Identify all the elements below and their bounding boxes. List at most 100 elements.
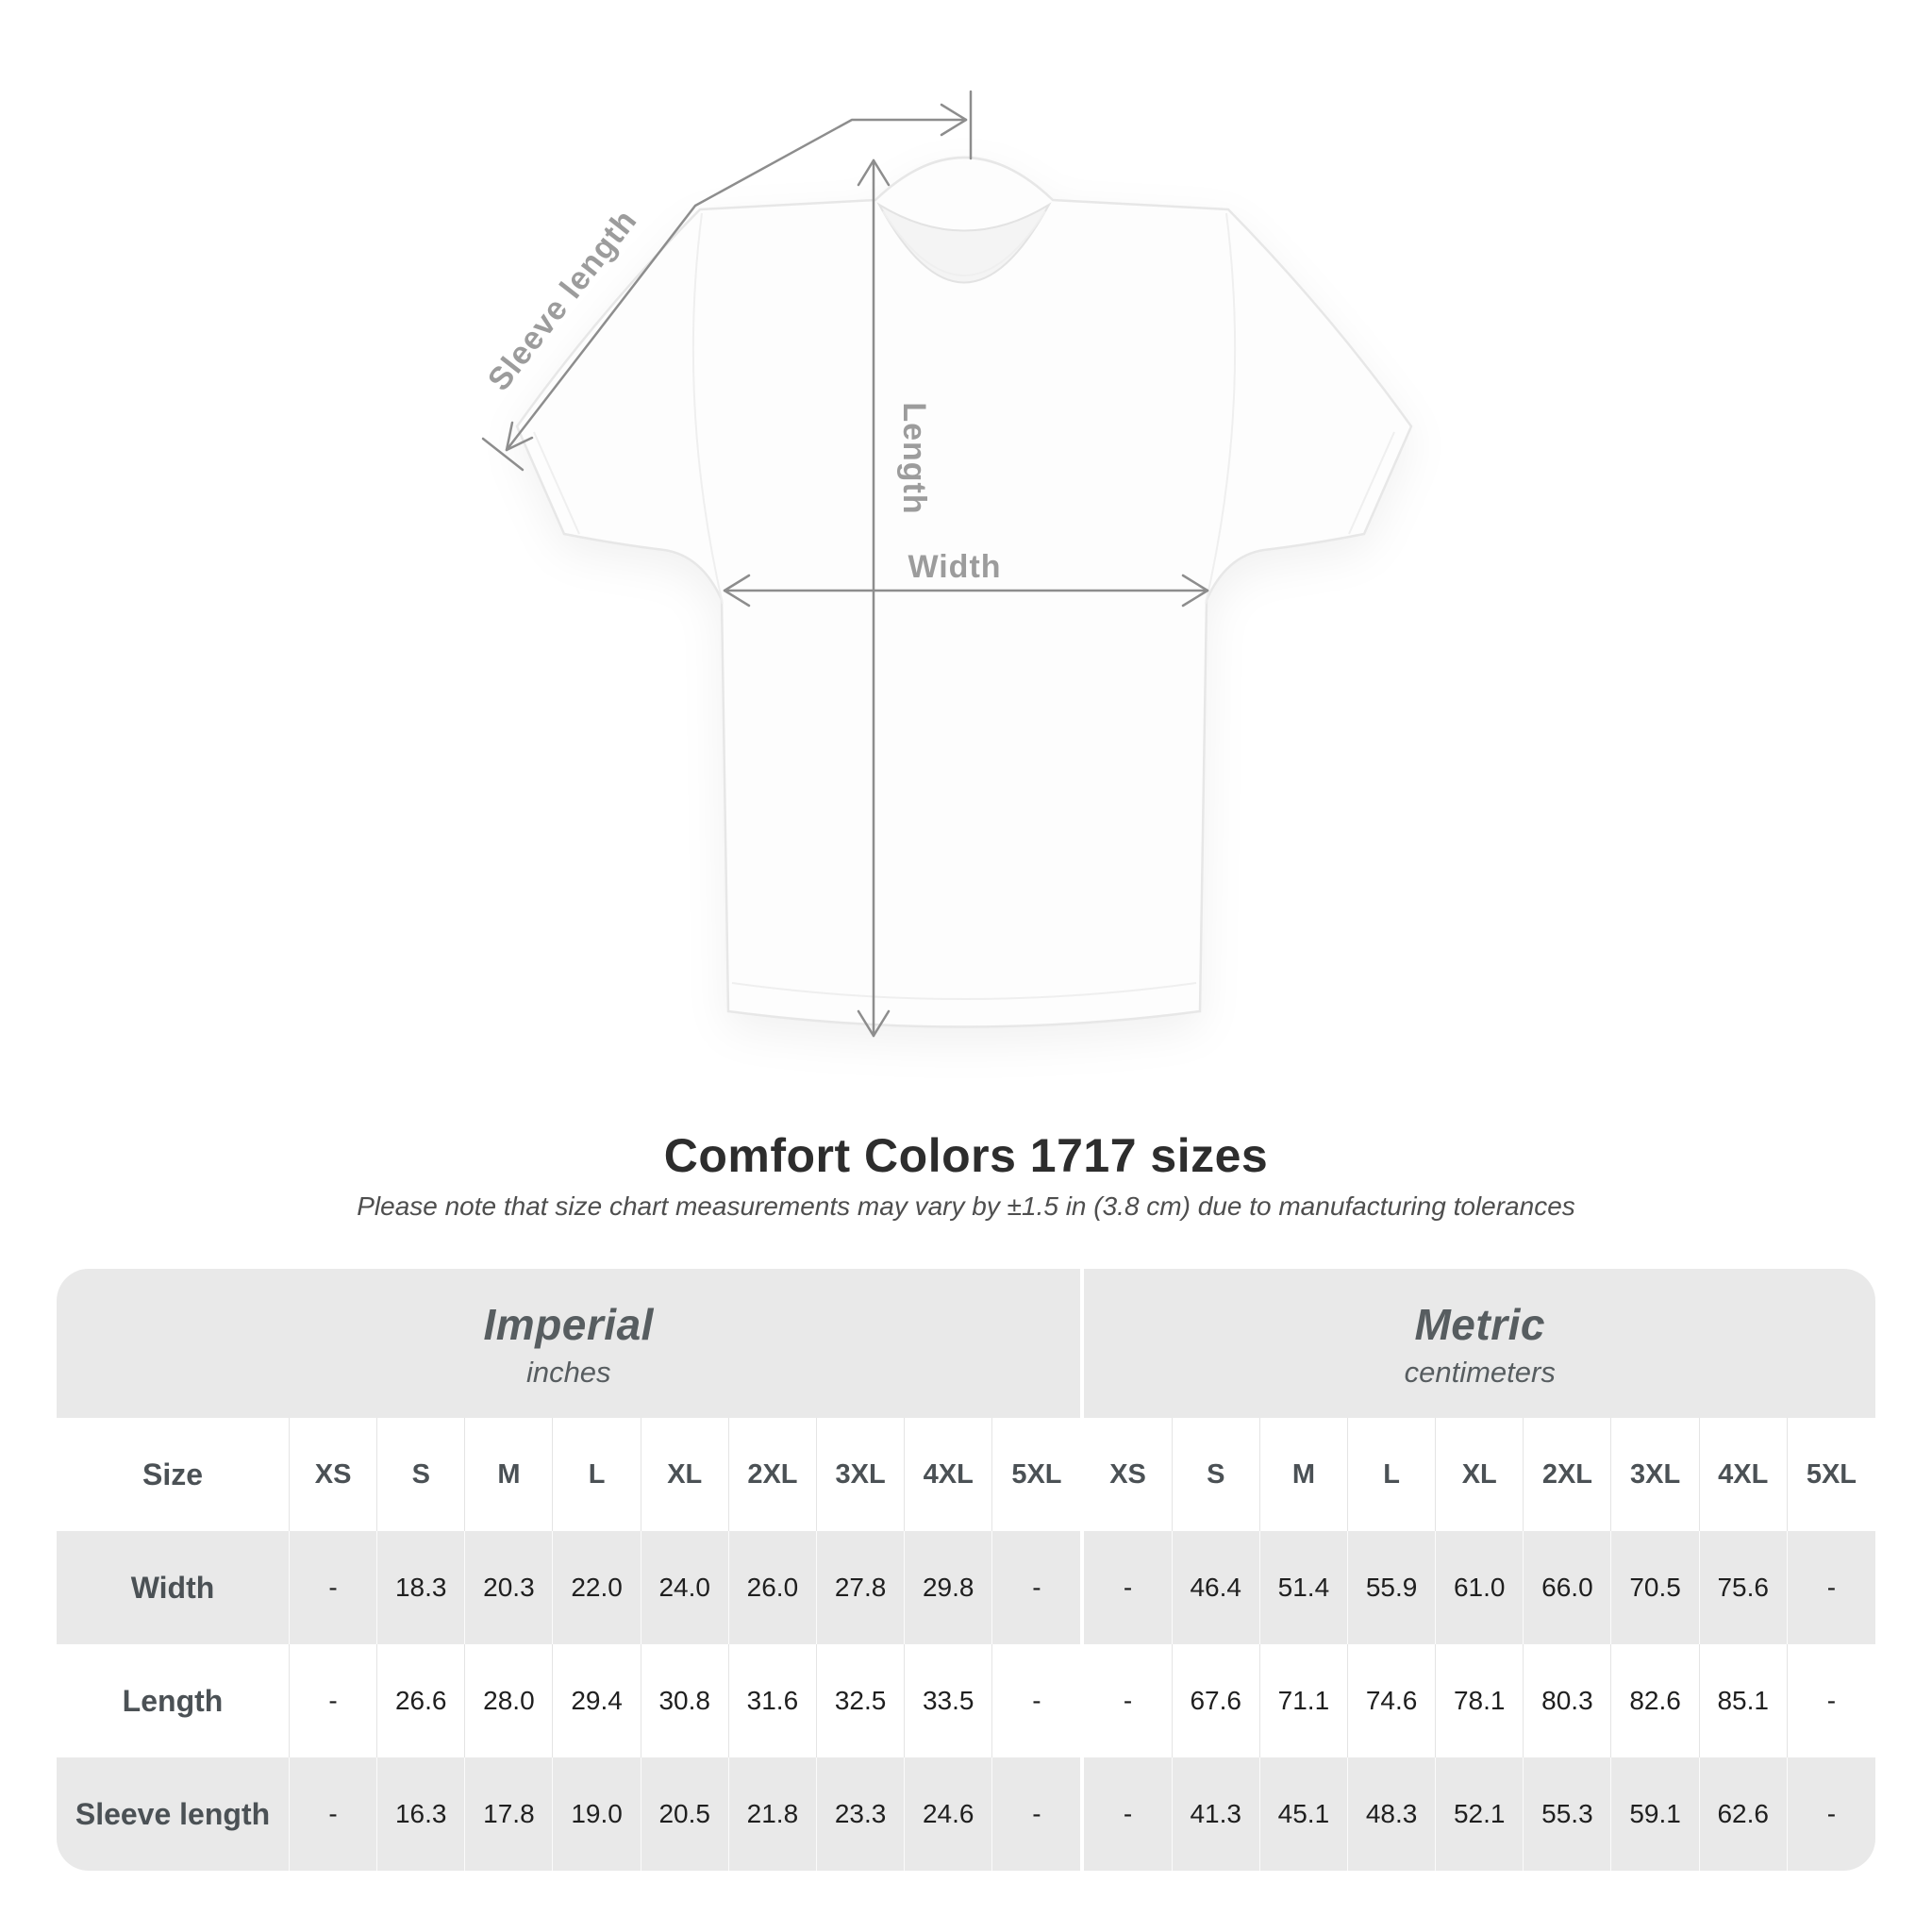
group-name: Imperial	[483, 1300, 654, 1349]
metric-group-header: Metric centimeters	[1084, 1269, 1875, 1418]
collar-stitch	[882, 210, 1046, 276]
value-cell: -	[1787, 1757, 1875, 1871]
value-cell: 29.4	[553, 1644, 641, 1757]
size-column-header: Size	[57, 1418, 290, 1531]
left-cuff-stitch	[533, 431, 580, 535]
value-cell: 16.3	[377, 1757, 466, 1871]
group-name: Metric	[1414, 1300, 1545, 1349]
imperial-group-header: Imperial inches	[57, 1269, 1081, 1418]
row-label: Width	[57, 1531, 290, 1644]
value-cell: 23.3	[816, 1757, 906, 1871]
value-cell: -	[1084, 1644, 1173, 1757]
value-cell: 24.6	[905, 1757, 993, 1871]
size-header-cell: XS	[1084, 1418, 1173, 1531]
value-cell: 30.8	[641, 1644, 729, 1757]
value-cell: 21.8	[728, 1757, 817, 1871]
value-cell: 18.3	[377, 1531, 466, 1644]
value-cell: 17.8	[465, 1757, 554, 1871]
size-header-cell: L	[1347, 1418, 1437, 1531]
value-cell: 33.5	[905, 1644, 993, 1757]
value-cell: -	[290, 1531, 378, 1644]
value-cell: 55.9	[1347, 1531, 1437, 1644]
size-header-cell: XL	[641, 1418, 729, 1531]
group-unit: centimeters	[1404, 1356, 1556, 1389]
value-cell: -	[1084, 1757, 1173, 1871]
size-header-cell: M	[465, 1418, 554, 1531]
tshirt-illustration	[515, 156, 1413, 1028]
value-cell: 67.6	[1172, 1644, 1260, 1757]
right-sleeve-seam	[1205, 212, 1237, 605]
size-header-cell: S	[377, 1418, 466, 1531]
length-label: Length	[896, 402, 932, 514]
length-arrow	[857, 158, 891, 1038]
section-gap	[1080, 1644, 1085, 1757]
value-cell: 61.0	[1436, 1531, 1524, 1644]
size-header-cell: 3XL	[816, 1418, 906, 1531]
value-cell: -	[992, 1757, 1081, 1871]
sleeve-length-arrow	[481, 90, 973, 472]
value-cell: -	[1787, 1644, 1875, 1757]
right-cuff-stitch	[1348, 431, 1395, 535]
size-header-cell: 3XL	[1611, 1418, 1700, 1531]
size-header-cell: 2XL	[1524, 1418, 1612, 1531]
section-gap	[1080, 1531, 1085, 1644]
size-header-cell: 2XL	[728, 1418, 817, 1531]
section-gap	[1080, 1269, 1085, 1418]
value-cell: 48.3	[1347, 1757, 1437, 1871]
width-label: Width	[908, 549, 1001, 585]
value-cell: 29.8	[905, 1531, 993, 1644]
size-header-cell: XS	[290, 1418, 378, 1531]
left-sleeve-seam	[691, 212, 724, 605]
size-header-cell: 5XL	[1787, 1418, 1875, 1531]
width-arrow	[723, 574, 1209, 608]
value-cell: 26.6	[377, 1644, 466, 1757]
value-cell: 22.0	[553, 1531, 641, 1644]
value-cell: -	[992, 1531, 1081, 1644]
value-cell: -	[290, 1644, 378, 1757]
value-cell: 26.0	[728, 1531, 817, 1644]
size-header-cell: 5XL	[992, 1418, 1081, 1531]
value-cell: 78.1	[1436, 1644, 1524, 1757]
value-cell: 74.6	[1347, 1644, 1437, 1757]
size-header-cell: 4XL	[1699, 1418, 1788, 1531]
hem-stitch	[731, 982, 1197, 1000]
value-cell: -	[1084, 1531, 1173, 1644]
value-cell: 32.5	[816, 1644, 906, 1757]
value-cell: 62.6	[1699, 1757, 1788, 1871]
value-cell: 85.1	[1699, 1644, 1788, 1757]
value-cell: 46.4	[1172, 1531, 1260, 1644]
value-cell: 45.1	[1259, 1757, 1348, 1871]
value-cell: 27.8	[816, 1531, 906, 1644]
size-header-cell: L	[553, 1418, 641, 1531]
tshirt-body-shape	[515, 156, 1413, 1028]
size-header-cell: 4XL	[905, 1418, 993, 1531]
tshirt-size-diagram: Sleeve length Length Width	[481, 90, 1413, 1038]
value-cell: -	[992, 1644, 1081, 1757]
value-cell: 80.3	[1524, 1644, 1612, 1757]
size-header-cell: S	[1172, 1418, 1260, 1531]
value-cell: 19.0	[553, 1757, 641, 1871]
value-cell: 75.6	[1699, 1531, 1788, 1644]
value-cell: 66.0	[1524, 1531, 1612, 1644]
value-cell: 20.3	[465, 1531, 554, 1644]
row-label: Sleeve length	[57, 1757, 290, 1871]
value-cell: 51.4	[1259, 1531, 1348, 1644]
size-table: Imperial inches Metric centimeters Size XS S M L…	[57, 1269, 1875, 1871]
value-cell: 28.0	[465, 1644, 554, 1757]
value-cell: 41.3	[1172, 1757, 1260, 1871]
value-cell: 82.6	[1611, 1644, 1700, 1757]
value-cell: 24.0	[641, 1531, 729, 1644]
size-header-cell: XL	[1436, 1418, 1524, 1531]
row-label: Length	[57, 1644, 290, 1757]
value-cell: 55.3	[1524, 1757, 1612, 1871]
value-cell: 70.5	[1611, 1531, 1700, 1644]
value-cell: 71.1	[1259, 1644, 1348, 1757]
value-cell: 59.1	[1611, 1757, 1700, 1871]
size-chart-title: Comfort Colors 1717 sizes	[663, 1129, 1269, 1182]
value-cell: 20.5	[641, 1757, 729, 1871]
section-gap	[1080, 1418, 1085, 1531]
value-cell: -	[290, 1757, 378, 1871]
section-gap	[1080, 1757, 1085, 1871]
value-cell: 31.6	[728, 1644, 817, 1757]
group-unit: inches	[525, 1356, 611, 1389]
